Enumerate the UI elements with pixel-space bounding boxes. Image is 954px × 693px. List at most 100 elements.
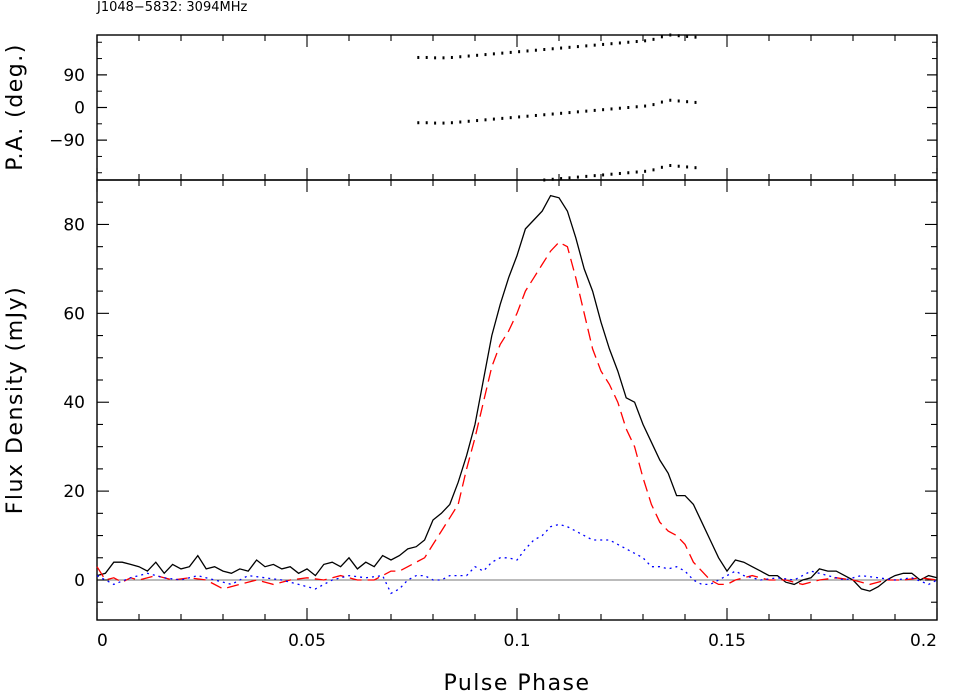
pa-point — [467, 119, 470, 123]
flux-ytick-label: 80 — [63, 215, 85, 235]
pa-point — [618, 106, 621, 110]
pa-point — [442, 121, 445, 125]
pa-point — [660, 165, 663, 169]
pa-point — [568, 111, 571, 115]
pa-ytick-label: −90 — [49, 131, 85, 151]
pa-point — [568, 45, 571, 49]
pa-point — [492, 52, 495, 56]
pa-point — [593, 108, 596, 112]
pa-point — [501, 116, 504, 120]
pa-point — [526, 49, 529, 53]
flux-xtick-label: 0.05 — [288, 631, 326, 651]
flux-ytick-label: 40 — [63, 393, 85, 413]
pa-point — [677, 164, 680, 168]
pa-point — [459, 120, 462, 124]
pa-point — [669, 33, 672, 37]
flux-x-axis-label: Pulse Phase — [443, 671, 590, 693]
pa-point — [425, 55, 428, 59]
pa-point — [450, 121, 453, 125]
pa-point — [677, 34, 680, 38]
pa-point — [686, 165, 689, 169]
pa-point — [543, 113, 546, 117]
pa-point — [627, 171, 630, 175]
pa-point — [534, 48, 537, 52]
pa-point — [459, 55, 462, 59]
pa-point — [501, 51, 504, 55]
pa-y-axis-label: P.A. (deg.) — [3, 43, 28, 171]
pa-point — [560, 111, 563, 115]
flux-xtick-label: 0.15 — [708, 631, 746, 651]
pa-point — [610, 42, 613, 46]
pa-point — [618, 171, 621, 175]
flux-profile-panel: 0 0.05 0.1 0.15 0.2 0 20 40 60 80 Flux Density (… — [3, 35, 938, 693]
pa-point — [434, 121, 437, 125]
flux-xtick-label: 0 — [97, 631, 108, 651]
pa-point — [568, 176, 571, 180]
pa-point — [576, 45, 579, 49]
total-intensity-line — [96, 194, 938, 592]
position-angle-panel: −90 0 90 P.A. (deg.) — [3, 33, 938, 182]
pa-point — [585, 174, 588, 178]
pa-point — [560, 46, 563, 50]
pa-point — [526, 114, 529, 118]
pa-point — [551, 47, 554, 51]
pa-point — [652, 37, 655, 41]
circular-polarization-line — [96, 523, 938, 595]
pa-point — [476, 119, 479, 123]
pa-point — [518, 50, 521, 54]
pa-point — [467, 54, 470, 58]
pa-point — [644, 104, 647, 108]
pa-ytick-label: 0 — [74, 99, 85, 119]
pa-point — [694, 35, 697, 39]
flux-ytick-label: 20 — [63, 482, 85, 502]
pa-point — [660, 100, 663, 104]
pa-point — [694, 166, 697, 170]
pa-y-axis: −90 0 90 — [49, 41, 937, 174]
flux-ytick-label: 60 — [63, 304, 85, 324]
pa-point — [635, 40, 638, 44]
pa-point — [492, 117, 495, 121]
pa-point — [644, 39, 647, 43]
pa-ytick-label: 90 — [63, 66, 85, 86]
pa-point — [551, 112, 554, 116]
flux-ytick-label: 0 — [74, 571, 85, 591]
pa-point — [417, 121, 420, 125]
pa-point — [618, 41, 621, 45]
pa-point — [476, 53, 479, 57]
pa-data-points — [417, 33, 697, 182]
pa-point — [652, 103, 655, 107]
pa-point — [576, 110, 579, 114]
flux-xtick-label: 0.2 — [910, 631, 937, 651]
pa-point — [669, 164, 672, 167]
flux-panel-frame — [96, 179, 938, 621]
pa-point — [425, 121, 428, 125]
pa-point — [484, 53, 487, 57]
pa-point — [576, 175, 579, 179]
pa-point — [627, 106, 630, 109]
pa-point — [610, 107, 613, 111]
pa-point — [686, 34, 689, 38]
pa-point — [534, 113, 537, 117]
pa-point — [677, 99, 680, 103]
pa-point — [635, 105, 638, 109]
pa-point — [509, 50, 512, 54]
chart-title: J1048−5832: 3094MHz — [96, 0, 247, 15]
pa-point — [602, 173, 605, 177]
pa-point — [610, 172, 613, 176]
pa-point — [669, 98, 672, 102]
pa-point — [560, 177, 563, 181]
pa-point — [434, 56, 437, 60]
pa-point — [644, 169, 647, 173]
flux-series-group — [96, 194, 938, 595]
pa-point — [602, 108, 605, 112]
linear-polarization-line — [96, 241, 938, 590]
pa-point — [627, 40, 630, 44]
pa-point — [602, 42, 605, 46]
pa-point — [543, 48, 546, 51]
pa-point — [442, 56, 445, 60]
pa-point — [518, 115, 521, 119]
flux-y-axis-label: Flux Density (mJy) — [3, 286, 28, 514]
pa-point — [652, 168, 655, 172]
flux-y-axis: 0 20 40 60 80 — [63, 201, 937, 603]
